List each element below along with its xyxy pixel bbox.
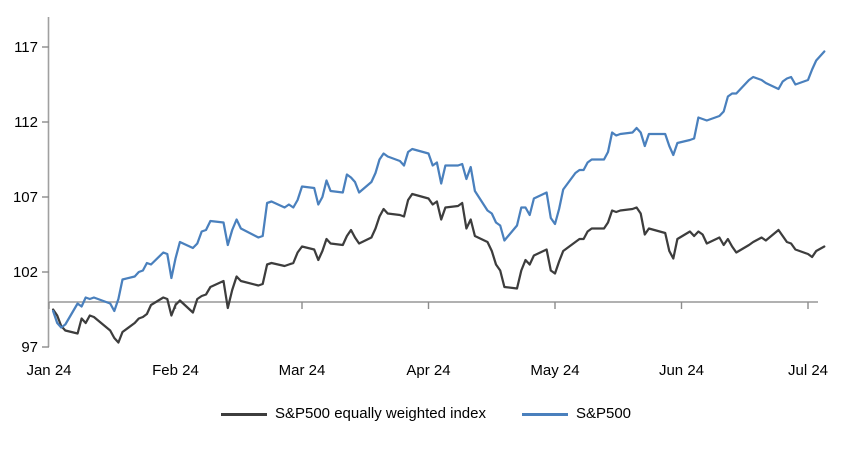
x-axis-tick-label: Apr 24: [406, 362, 450, 379]
x-axis-tick-label: Mar 24: [279, 362, 326, 379]
legend-label-sp500: S&P500: [575, 405, 632, 422]
legend-item-sp500: S&P500: [521, 403, 632, 425]
y-axis-tick-label: 97: [21, 339, 38, 356]
x-axis-tick-label: May 24: [530, 362, 579, 379]
x-axis-tick-label: Jan 24: [26, 362, 71, 379]
legend-line-swatch-sp500: [521, 412, 568, 416]
y-axis-tick-label: 107: [13, 189, 38, 206]
legend-label-equal-weight: S&P500 equally weighted index: [274, 405, 486, 422]
legend-line-swatch-equal-weight: [220, 412, 267, 416]
x-axis-tick-label: Jun 24: [659, 362, 704, 379]
series-line-sp500: [51, 50, 826, 329]
y-axis-tick-label: 102: [13, 264, 38, 281]
x-axis-tick-label: Feb 24: [152, 362, 199, 379]
x-axis-tick-label: Jul 24: [788, 362, 828, 379]
chart-legend: S&P500 equally weighted index S&P500: [0, 403, 852, 425]
legend-item-equal-weight: S&P500 equally weighted index: [220, 403, 486, 425]
series-line-equal-weight: [51, 192, 826, 344]
y-axis-tick-label: 112: [14, 114, 38, 131]
y-axis-tick-label: 117: [14, 39, 38, 56]
